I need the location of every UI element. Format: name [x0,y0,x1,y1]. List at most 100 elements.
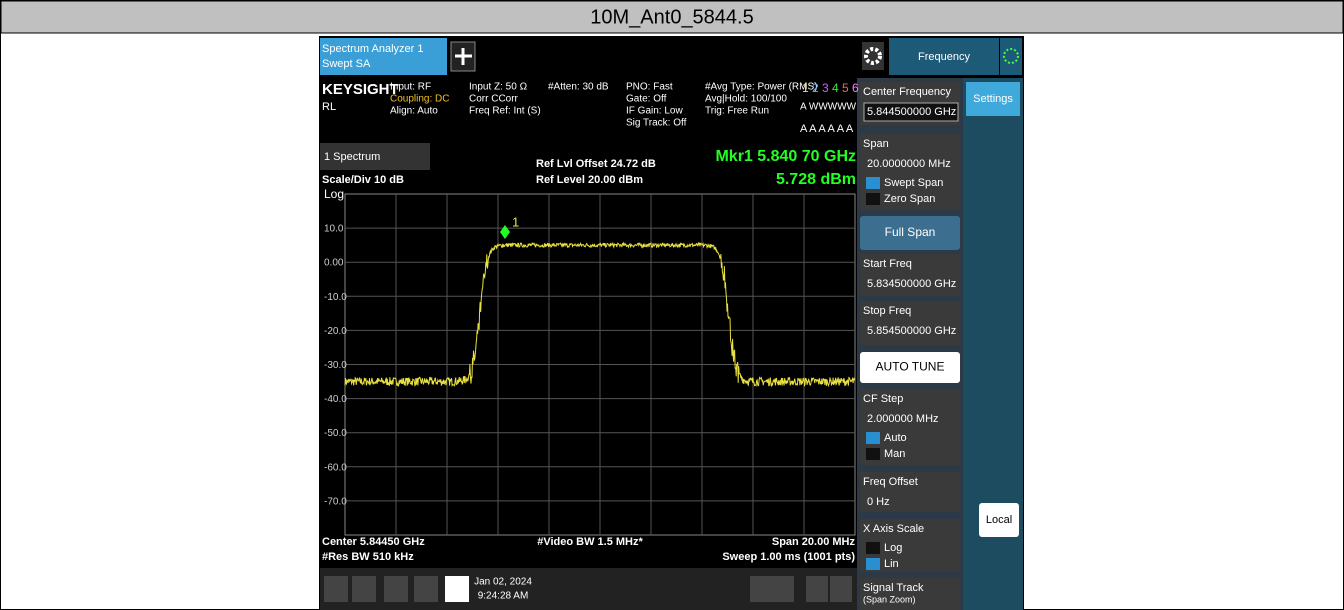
option-indicator [866,558,880,570]
menu-button-label: Full Span [885,225,936,239]
y-label: 10.0 [324,224,344,235]
trace-number: 4 [832,81,839,95]
menu-button[interactable] [860,352,960,383]
span: Span 20.00 MHz [772,536,856,548]
status-text: #Avg Type: Power (RMS) [705,82,817,93]
status-text: Input: RF [390,82,431,93]
taskbar-icon[interactable] [324,576,348,602]
title: 10M_Ant0_5844.5 [590,6,753,28]
y-label: -10.0 [324,292,347,303]
trace-number: 6 [852,81,859,95]
taskbar-icon[interactable] [806,576,828,602]
y-label: -30.0 [324,360,347,371]
status-text: Corr CCorr [469,94,519,105]
mode-name: Swept SA [322,58,371,70]
rl-label: RL [322,101,336,113]
option-label: Log [884,542,902,554]
taskbar-icon[interactable] [352,576,376,602]
option-label: Auto [884,432,907,444]
settings-button[interactable] [966,82,1020,116]
option-indicator [866,448,880,460]
status-text: Avg|Hold: 100/100 [705,94,787,105]
app-name: Spectrum Analyzer 1 [322,43,424,55]
menu-tab[interactable] [889,38,999,75]
status-text: IF Gain: Low [626,106,683,117]
y-label: -20.0 [324,326,347,337]
trace-number: 3 [822,81,829,95]
menu-label: Start Freq [863,258,912,270]
taskbar-icon[interactable] [772,576,794,602]
gear-icon [864,47,882,65]
detector: A A A A A A [800,123,854,135]
option-label: Zero Span [884,193,935,205]
menu-value: 2.000000 MHz [867,413,939,425]
marker [500,225,510,239]
help-icon[interactable] [445,576,469,602]
menu-item[interactable] [860,578,960,610]
menu-value: 5.854500000 GHz [867,325,956,337]
y-label: -40.0 [324,394,347,405]
center-freq: Center 5.84450 GHz [322,536,425,548]
plus-icon [455,48,472,65]
status-text: Freq Ref: Int (S) [469,106,541,117]
taskbar-icon[interactable] [750,576,772,602]
log-label: Log [324,187,344,201]
spinner [1000,38,1022,75]
rbw: #Res BW 510 kHz [322,551,414,563]
menu-label: X Axis Scale [863,523,924,535]
option-indicator [866,177,880,189]
taskbar-icon[interactable] [414,576,438,602]
status-text: #Atten: 30 dB [548,82,609,93]
value-box [864,322,958,340]
marker-amp: 5.728 dBm [776,171,856,188]
status-text: Align: Auto [390,106,438,117]
option-indicator [866,542,880,554]
y-label: 0.00 [324,258,344,269]
spinner-icon [1003,48,1019,64]
title-bar [0,0,1344,34]
menu-value: 5.844500000 GHz [867,106,956,118]
trace-number: 2 [812,81,819,95]
ref-level: Ref Level 20.00 dBm [536,174,643,186]
grid [345,194,855,535]
menu-label: Stop Freq [863,305,911,317]
app-tab[interactable] [320,38,447,75]
menu-sub: (Span Zoom) [863,594,916,604]
vbw: #Video BW 1.5 MHz* [537,536,643,548]
y-label: -60.0 [324,462,347,473]
option-label: Lin [884,558,899,570]
status-text: Input Z: 50 Ω [469,82,528,93]
status-text: Sig Track: Off [626,118,687,129]
local-button[interactable] [979,503,1019,537]
trace-number: 1 [802,81,809,95]
sweep: Sweep 1.00 ms (1001 pts) [722,551,855,563]
menu-value: 5.834500000 GHz [867,278,956,290]
option-indicator [866,193,880,205]
menu-button[interactable] [860,216,960,250]
value-box [864,275,958,293]
time: 9:24:28 AM [478,591,529,602]
status-text: Coupling: DC [390,94,449,105]
menu-value: 0 Hz [867,496,890,508]
y-label: -50.0 [324,428,347,439]
local-label: Local [986,514,1012,526]
menu-label: CF Step [863,393,903,405]
option-label: Man [884,448,905,460]
menu-value: 20.0000000 MHz [867,158,951,170]
value-box [863,102,959,122]
menu-label: Span [863,138,889,150]
menu-label: Center Frequency [863,86,952,98]
marker-id: 1 [512,214,519,229]
taskbar-icon[interactable] [830,576,852,602]
brand: KEYSIGHT [322,81,399,98]
value-box [864,410,958,428]
taskbar-icon[interactable] [384,576,408,602]
ref-offset: Ref Lvl Offset 24.72 dB [536,158,656,170]
window-select[interactable] [320,143,430,170]
menu-label: Signal Track [863,582,924,594]
value-box [864,493,958,511]
menu-button-label: AUTO TUNE [876,360,945,374]
status-text: Gate: Off [626,94,667,105]
window-name: 1 Spectrum [324,151,380,163]
